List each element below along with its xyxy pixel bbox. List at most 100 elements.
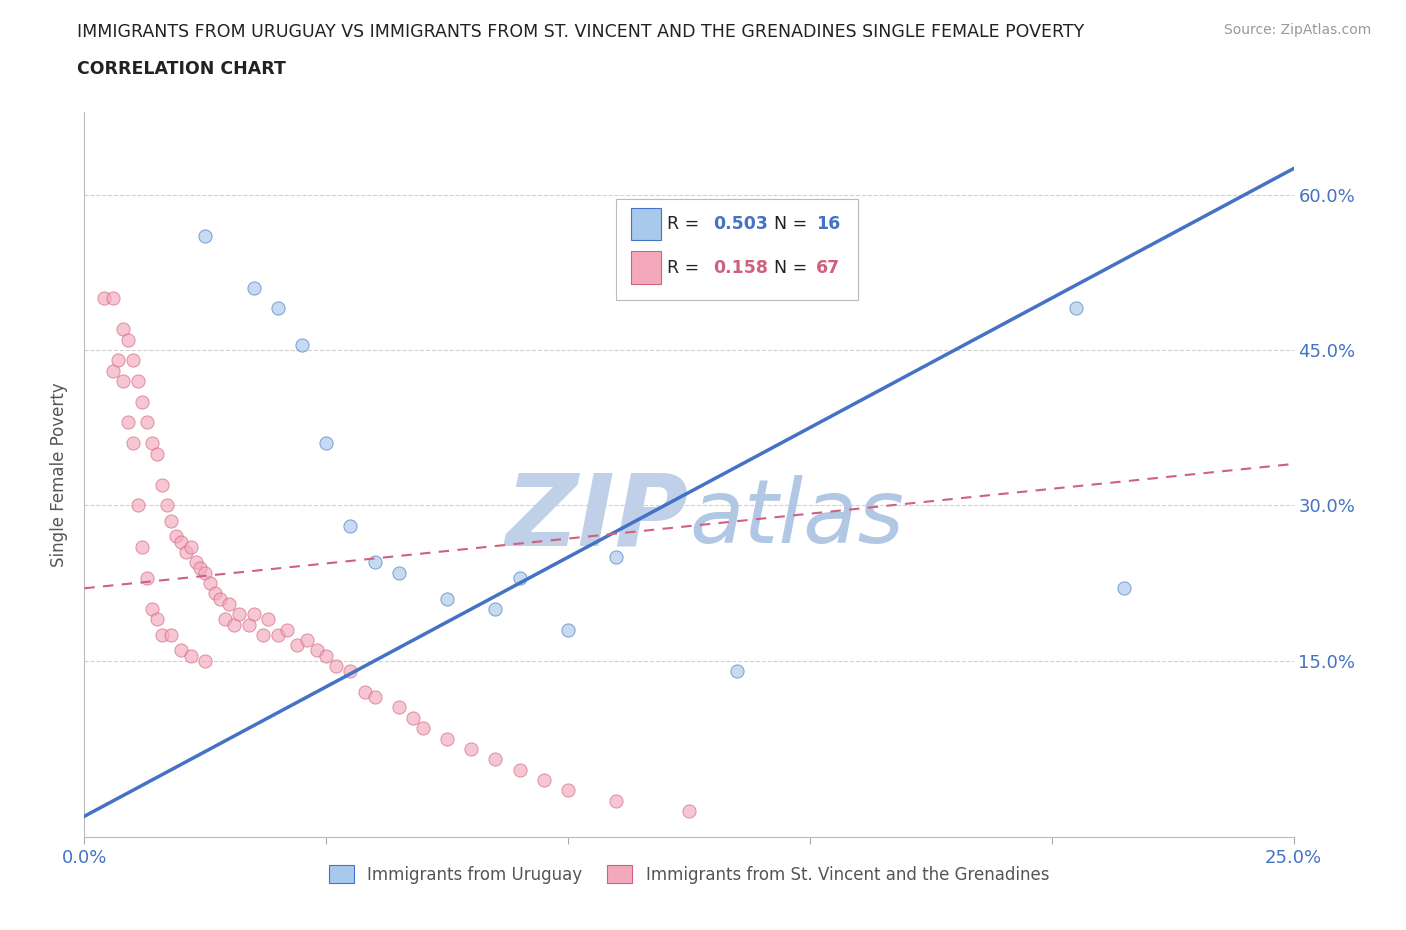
Point (170, 534, 193, 549)
Point (194, 654, 217, 669)
Point (103, 291, 125, 306)
Point (146, 446, 169, 461)
Point (388, 565, 411, 580)
Point (509, 570, 531, 585)
Text: 67: 67 (815, 259, 839, 276)
Text: R =: R = (668, 215, 704, 233)
Point (267, 628, 290, 643)
Y-axis label: Single Female Poverty: Single Female Poverty (51, 382, 69, 566)
Point (224, 618, 246, 632)
Text: N =: N = (773, 215, 813, 233)
Point (1114, 581, 1136, 596)
Point (194, 565, 217, 580)
Point (276, 622, 298, 637)
Point (605, 550, 627, 565)
Point (204, 586, 226, 601)
Point (165, 529, 187, 544)
Point (315, 436, 337, 451)
Point (184, 555, 207, 570)
Point (325, 658, 347, 673)
Point (107, 352, 129, 367)
Legend: Immigrants from Uruguay, Immigrants from St. Vincent and the Grenadines: Immigrants from Uruguay, Immigrants from… (322, 858, 1056, 890)
FancyBboxPatch shape (631, 251, 661, 284)
Point (160, 513, 183, 528)
Point (402, 711, 425, 725)
Point (412, 721, 434, 736)
Point (136, 415, 159, 430)
Point (436, 591, 458, 606)
Point (291, 338, 314, 352)
Text: CORRELATION CHART: CORRELATION CHART (77, 60, 287, 78)
Point (103, 364, 125, 379)
Point (339, 519, 361, 534)
Point (127, 498, 149, 512)
Point (150, 628, 173, 643)
Text: Source: ZipAtlas.com: Source: ZipAtlas.com (1223, 23, 1371, 37)
Point (339, 664, 361, 679)
Point (190, 560, 212, 575)
Point (170, 643, 193, 658)
Point (117, 415, 139, 430)
Point (155, 498, 177, 512)
Point (160, 628, 183, 643)
Point (484, 602, 506, 617)
Point (150, 477, 173, 492)
Point (285, 638, 308, 653)
Point (121, 436, 143, 451)
Point (557, 622, 579, 637)
FancyBboxPatch shape (616, 199, 858, 300)
Point (257, 612, 280, 627)
Point (678, 804, 700, 818)
Point (484, 751, 506, 766)
Point (93, 291, 115, 306)
Point (605, 793, 627, 808)
Point (121, 352, 143, 367)
Text: ZIP: ZIP (506, 470, 689, 566)
Point (136, 570, 159, 585)
Point (242, 280, 264, 295)
Text: R =: R = (668, 259, 704, 276)
Text: atlas: atlas (689, 475, 904, 561)
Point (218, 596, 240, 611)
Point (146, 612, 169, 627)
Point (436, 731, 458, 746)
Point (460, 741, 482, 756)
Point (533, 773, 555, 788)
Point (388, 700, 411, 715)
Point (127, 374, 149, 389)
Point (305, 643, 328, 658)
Text: 0.503: 0.503 (713, 215, 768, 233)
Point (131, 394, 153, 409)
Point (509, 763, 531, 777)
Text: N =: N = (773, 259, 813, 276)
Point (141, 436, 163, 451)
Point (315, 648, 337, 663)
Point (238, 618, 260, 632)
Point (354, 684, 377, 699)
Point (112, 374, 135, 389)
Point (131, 539, 153, 554)
Point (267, 301, 290, 316)
Point (180, 539, 202, 554)
Point (198, 576, 221, 591)
Point (112, 322, 135, 337)
Point (228, 606, 250, 621)
Point (557, 783, 579, 798)
Point (363, 555, 385, 570)
Text: 16: 16 (815, 215, 841, 233)
Point (214, 612, 236, 627)
Point (208, 591, 231, 606)
FancyBboxPatch shape (631, 207, 661, 240)
Point (174, 545, 197, 560)
Point (252, 628, 274, 643)
Point (180, 648, 202, 663)
Point (295, 632, 318, 647)
Text: 0.158: 0.158 (713, 259, 768, 276)
Point (242, 606, 264, 621)
Point (725, 664, 748, 679)
Point (1064, 301, 1087, 316)
Point (141, 602, 163, 617)
Point (117, 332, 139, 347)
Point (194, 229, 217, 244)
Point (363, 690, 385, 705)
